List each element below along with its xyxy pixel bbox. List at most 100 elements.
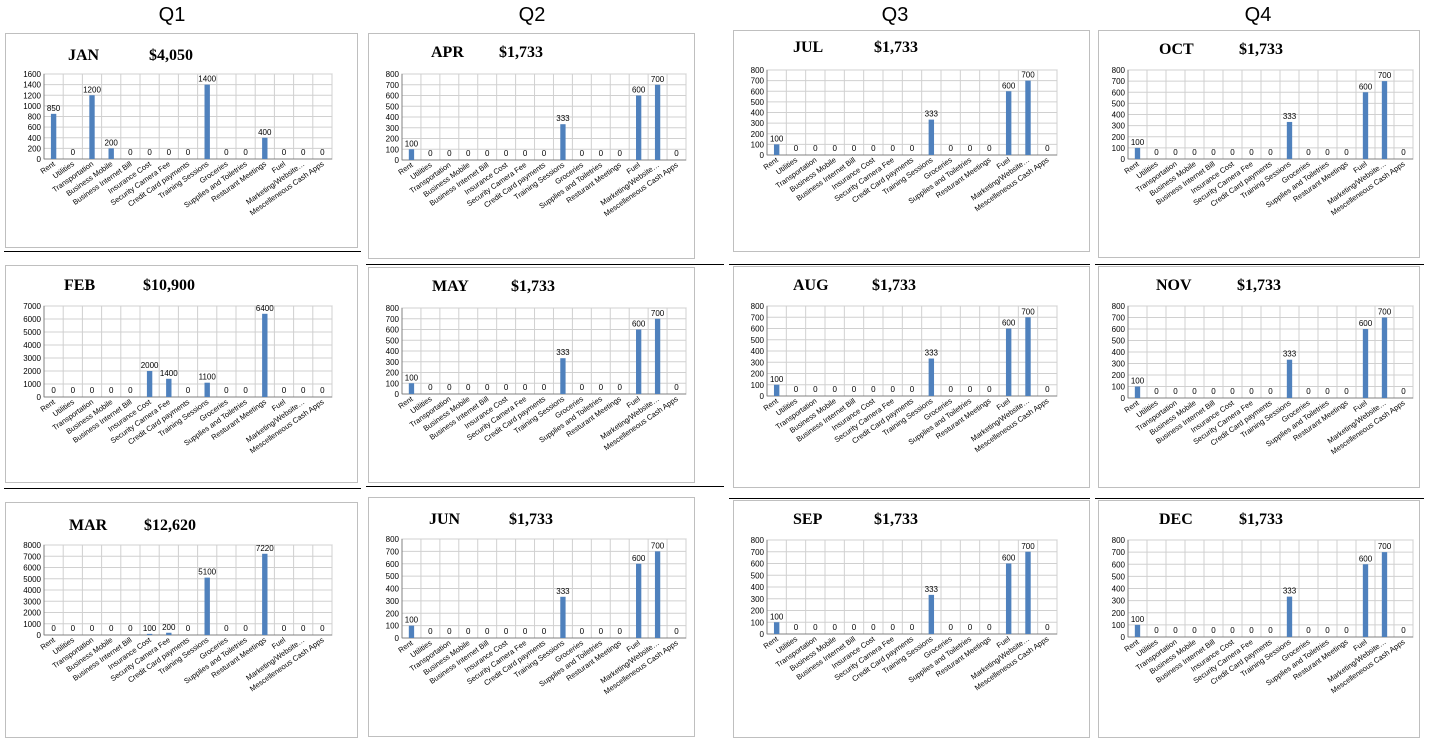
data-label: 0 xyxy=(1230,387,1235,396)
y-tick-label: 400 xyxy=(28,134,42,143)
data-label: 0 xyxy=(890,385,895,394)
data-label: 0 xyxy=(1268,148,1273,157)
data-label: 100 xyxy=(143,624,157,633)
y-tick-label: 700 xyxy=(1112,314,1126,323)
row-divider xyxy=(729,498,1090,499)
y-tick-label: 800 xyxy=(386,535,400,544)
data-label: 0 xyxy=(301,148,306,157)
data-label: 0 xyxy=(890,144,895,153)
data-label: 0 xyxy=(1154,148,1159,157)
data-label: 0 xyxy=(1211,387,1216,396)
data-label: 0 xyxy=(987,144,992,153)
data-label: 0 xyxy=(1173,626,1178,635)
y-tick-label: 100 xyxy=(1112,621,1126,630)
data-label: 333 xyxy=(556,348,570,357)
bar xyxy=(1362,564,1369,637)
data-label: 0 xyxy=(794,144,799,153)
chart-month-label: AUG xyxy=(793,277,829,294)
data-label: 600 xyxy=(1359,554,1373,563)
y-tick-label: 100 xyxy=(751,140,765,149)
bar xyxy=(1025,317,1031,396)
y-tick-label: 400 xyxy=(386,347,400,356)
y-tick-label: 200 xyxy=(751,370,765,379)
chart-panel-mar: MAR $12,620 0 1000 2000 3000 4000 5000 6000 7000 8… xyxy=(5,502,358,738)
y-tick-label: 400 xyxy=(1112,348,1126,357)
y-tick-label: 300 xyxy=(386,358,400,367)
data-label: 0 xyxy=(599,149,604,158)
y-tick-label: 6000 xyxy=(23,315,41,324)
chart-panel-jul: JUL $1,733 0 100 200 300 400 500 600 700 800 100 Ren… xyxy=(733,30,1090,252)
data-label: 0 xyxy=(523,383,528,392)
y-tick-label: 200 xyxy=(1112,371,1126,380)
data-label: 0 xyxy=(90,624,95,633)
bar xyxy=(1134,624,1141,637)
y-tick-label: 500 xyxy=(751,98,765,107)
y-tick-label: 1000 xyxy=(23,102,41,111)
y-tick-label: 700 xyxy=(751,548,765,557)
bar xyxy=(1134,147,1141,159)
chart-panel-feb: FEB $10,900 0 1000 2000 3000 4000 5000 6000 7000 0… xyxy=(5,265,358,483)
bar xyxy=(262,313,268,397)
y-tick-label: 800 xyxy=(1112,536,1126,545)
chart-total-label: $1,733 xyxy=(1239,41,1283,58)
data-label: 100 xyxy=(405,373,419,382)
data-label: 200 xyxy=(105,138,119,147)
data-label: 0 xyxy=(466,149,471,158)
data-label: 0 xyxy=(447,383,452,392)
y-tick-label: 800 xyxy=(386,70,400,79)
data-label: 0 xyxy=(523,627,528,636)
y-tick-label: 600 xyxy=(751,560,765,569)
y-tick-label: 600 xyxy=(1112,560,1126,569)
chart-total-label: $10,900 xyxy=(143,277,195,294)
y-tick-label: 300 xyxy=(1112,597,1126,606)
y-tick-label: 0 xyxy=(760,392,765,401)
data-label: 0 xyxy=(109,386,114,395)
bar xyxy=(1025,551,1031,634)
y-tick-label: 600 xyxy=(386,326,400,335)
data-label: 0 xyxy=(1045,144,1050,153)
data-label: 0 xyxy=(580,149,585,158)
data-label: 0 xyxy=(1401,626,1406,635)
bar xyxy=(636,95,642,160)
data-label: 700 xyxy=(1378,308,1392,317)
data-label: 333 xyxy=(556,587,570,596)
data-label: 0 xyxy=(1230,148,1235,157)
data-label: 0 xyxy=(1306,148,1311,157)
data-label: 0 xyxy=(618,383,623,392)
y-tick-label: 600 xyxy=(1112,88,1126,97)
data-label: 0 xyxy=(1344,387,1349,396)
data-label: 200 xyxy=(162,623,176,632)
bar xyxy=(928,594,935,634)
data-label: 0 xyxy=(466,383,471,392)
data-label: 0 xyxy=(1192,148,1197,157)
y-tick-label: 7000 xyxy=(23,552,41,561)
bar xyxy=(108,148,114,159)
data-label: 6400 xyxy=(256,304,274,313)
chart-month-label: DEC xyxy=(1159,511,1193,528)
data-label: 0 xyxy=(447,627,452,636)
data-label: 333 xyxy=(925,585,939,594)
y-tick-label: 2000 xyxy=(23,609,41,618)
y-tick-label: 1400 xyxy=(23,81,41,90)
data-label: 700 xyxy=(651,75,665,84)
data-label: 0 xyxy=(128,624,133,633)
data-label: 100 xyxy=(1131,138,1145,147)
data-label: 0 xyxy=(1045,385,1050,394)
bar xyxy=(1005,328,1012,396)
data-label: 0 xyxy=(1325,626,1330,635)
data-label: 0 xyxy=(599,383,604,392)
chart-panel-jan: JAN $4,050 0 200 400 600 800 1000 1200 1400 1600 85… xyxy=(5,33,358,248)
data-label: 0 xyxy=(871,623,876,632)
y-tick-label: 700 xyxy=(386,315,400,324)
y-tick-label: 100 xyxy=(386,622,400,631)
data-label: 0 xyxy=(542,149,547,158)
bar xyxy=(1286,359,1293,398)
data-label: 0 xyxy=(1154,387,1159,396)
data-label: 0 xyxy=(109,624,114,633)
y-tick-label: 200 xyxy=(751,607,765,616)
y-tick-label: 100 xyxy=(751,618,765,627)
chart-month-label: APR xyxy=(431,44,464,61)
data-label: 0 xyxy=(1306,626,1311,635)
y-tick-label: 700 xyxy=(1112,77,1126,86)
data-label: 0 xyxy=(1249,626,1254,635)
